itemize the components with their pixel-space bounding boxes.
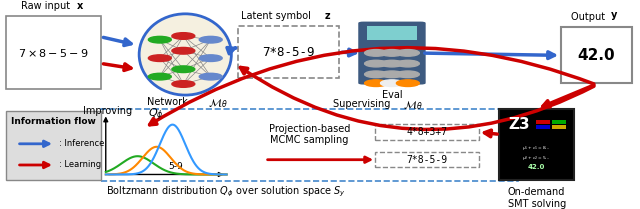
Text: Network: Network [147,97,191,107]
Circle shape [396,80,419,87]
Text: Projection-based
MCMC sampling: Projection-based MCMC sampling [269,124,350,145]
Text: Supervising: Supervising [333,99,394,109]
FancyBboxPatch shape [552,120,566,124]
Text: $\mathcal{M}_\theta$: $\mathcal{M}_\theta$ [209,97,228,110]
Text: Z3: Z3 [508,117,530,132]
Text: : Inference: : Inference [60,139,105,148]
Text: 42.0: 42.0 [528,164,545,170]
FancyBboxPatch shape [375,152,479,167]
Circle shape [381,71,403,78]
Text: $Q_\phi$: $Q_\phi$ [148,106,163,122]
Text: $\mathbf{y}$: $\mathbf{y}$ [610,10,618,22]
Circle shape [396,71,419,78]
Text: $\mu_1 + c_1 = 8$...: $\mu_1 + c_1 = 8$... [522,144,551,152]
Circle shape [365,80,387,87]
Circle shape [148,36,172,43]
Circle shape [381,60,403,67]
Text: Eval: Eval [381,90,403,101]
Circle shape [396,60,419,67]
FancyBboxPatch shape [375,124,479,140]
Text: $\mathbf{x}$: $\mathbf{x}$ [76,1,84,11]
Circle shape [365,60,387,67]
Text: Raw input: Raw input [21,1,73,11]
Text: 4*8+3+7: 4*8+3+7 [406,127,447,137]
FancyBboxPatch shape [552,125,566,129]
FancyBboxPatch shape [561,27,632,83]
Circle shape [172,81,195,87]
FancyBboxPatch shape [238,26,339,78]
Circle shape [365,50,387,56]
Text: $\mathcal{M}_\theta$: $\mathcal{M}_\theta$ [403,99,423,112]
Text: On-demand
SMT solving: On-demand SMT solving [508,187,566,209]
Circle shape [381,50,403,56]
FancyBboxPatch shape [6,16,100,89]
Text: Output: Output [572,12,609,22]
Circle shape [172,66,195,73]
FancyBboxPatch shape [100,109,518,181]
FancyBboxPatch shape [499,110,575,180]
Text: : Learning: : Learning [60,161,102,169]
Circle shape [172,47,195,54]
Text: Boltzmann distribution $Q_\phi$ over solution space $S_y$: Boltzmann distribution $Q_\phi$ over sol… [106,185,346,199]
Circle shape [148,73,172,80]
Text: Improving: Improving [83,106,135,116]
Circle shape [148,55,172,61]
Circle shape [199,36,222,43]
Text: $\mathbf{z}$: $\mathbf{z}$ [324,11,332,21]
Circle shape [199,55,222,61]
Ellipse shape [139,14,232,95]
Circle shape [172,33,195,39]
FancyBboxPatch shape [536,120,550,124]
Circle shape [199,73,222,80]
Text: Latent symbol: Latent symbol [241,11,314,21]
Text: $7 \times 8 - 5 - 9$: $7 \times 8 - 5 - 9$ [18,47,88,59]
FancyBboxPatch shape [536,125,550,129]
Circle shape [381,80,403,87]
Text: 7*8-5-9: 7*8-5-9 [262,46,315,59]
Circle shape [396,50,419,56]
Text: 42.0: 42.0 [578,48,615,63]
Circle shape [365,71,387,78]
FancyBboxPatch shape [358,22,426,85]
FancyBboxPatch shape [6,111,100,180]
Text: 5-9: 5-9 [168,162,183,171]
Text: 7*8-5-9: 7*8-5-9 [406,155,447,165]
FancyBboxPatch shape [367,26,417,40]
Text: $\mu_2 + c_2 = 5$...: $\mu_2 + c_2 = 5$... [522,154,551,162]
Text: Information flow: Information flow [11,117,96,126]
